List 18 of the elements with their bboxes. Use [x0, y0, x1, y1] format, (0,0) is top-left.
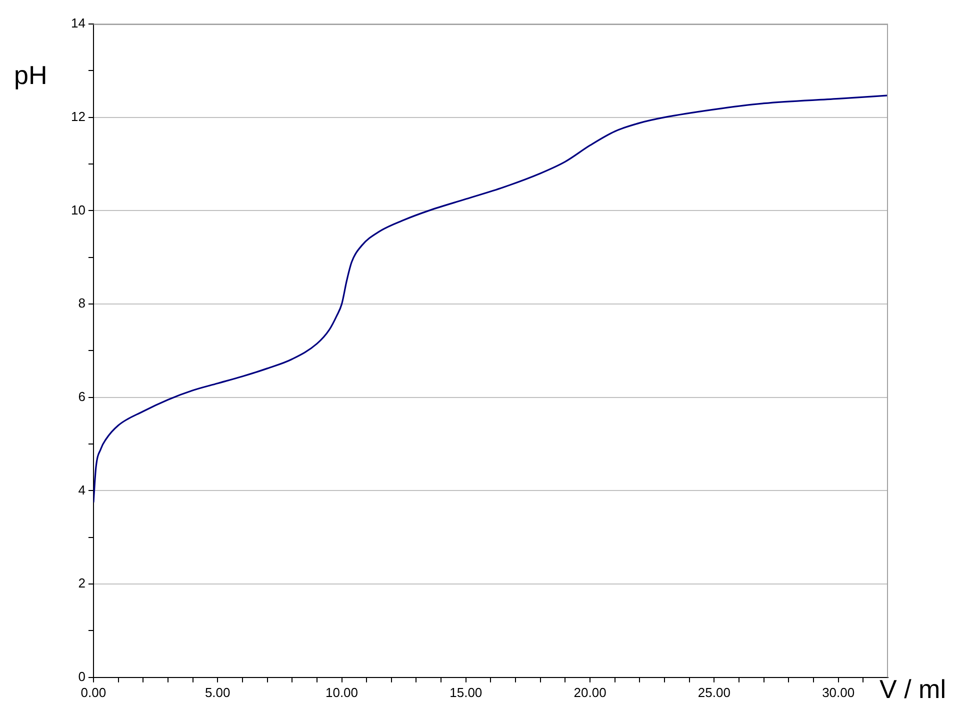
- line-series: [93, 94, 888, 504]
- x-tick-label: 20.00: [574, 684, 606, 700]
- x-tick-label: 0.00: [80, 684, 106, 700]
- y-tick-label: 14: [70, 16, 86, 31]
- x-tick-label: 30.00: [822, 684, 855, 700]
- y-tick-label: 4: [78, 482, 86, 498]
- y-tick-label: 8: [78, 296, 86, 311]
- y-tick-label: 6: [78, 388, 86, 404]
- x-tick-label: 5.00: [204, 684, 230, 700]
- y-tick-label: 10: [70, 202, 86, 218]
- x-tick-label: 25.00: [698, 684, 730, 700]
- x-tick-label: 15.00: [450, 684, 482, 700]
- y-tick-label: 0: [78, 668, 86, 684]
- y-tick-label: 12: [70, 108, 86, 124]
- x-tick-label: 10.00: [325, 684, 358, 700]
- x-axis-title: V / ml: [880, 674, 946, 705]
- y-axis-title: pH: [14, 60, 48, 91]
- y-tick-label: 2: [78, 576, 86, 591]
